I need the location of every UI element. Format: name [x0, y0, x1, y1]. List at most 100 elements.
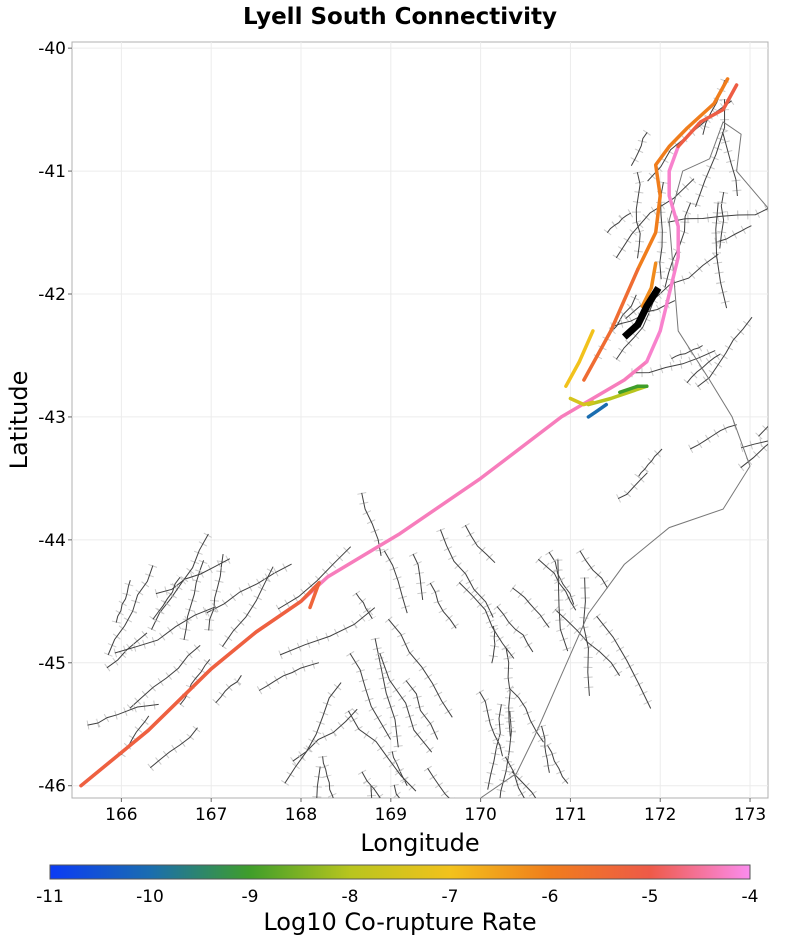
fault-trace: [87, 703, 159, 726]
colorbar-tick-label: -5: [642, 887, 659, 907]
fault-trace: [149, 727, 198, 769]
fault-trace: [361, 771, 381, 798]
y-axis-ticks: -40 -41 -42 -43 -44 -45 -46: [38, 39, 72, 797]
fault-trace: [496, 606, 534, 653]
fault-trace: [279, 607, 376, 656]
fault-trace: [505, 647, 511, 737]
fault-trace: [617, 472, 648, 500]
fault-trace: [579, 550, 609, 589]
y-axis-label: Latitude: [5, 371, 33, 470]
fault-trace: [631, 350, 716, 374]
plot-area: [71, 41, 769, 799]
fault-trace: [258, 662, 320, 691]
fault-trace: [740, 440, 768, 449]
fault-trace: [635, 172, 641, 259]
fault-trace: [671, 345, 703, 360]
fault-section: [79, 581, 321, 788]
x-tick-label: 169: [375, 805, 407, 825]
colorbar-tick-label: -7: [442, 887, 459, 907]
colorbar-tick-label: -10: [136, 887, 164, 907]
fault-trace: [292, 708, 358, 762]
fault-trace: [115, 580, 131, 623]
x-axis-label: Longitude: [360, 829, 479, 857]
coastline: [480, 121, 768, 798]
fault-trace: [537, 558, 577, 611]
y-tick-label: -40: [38, 39, 66, 59]
fault-trace: [183, 560, 205, 640]
fault-trace: [689, 424, 737, 450]
fault-trace: [637, 448, 663, 478]
colorbar-tick-label: -4: [742, 887, 759, 907]
colorbar-tick-label: -8: [342, 887, 359, 907]
fault-trace: [630, 132, 648, 167]
chart-title: Lyell South Connectivity: [243, 4, 557, 30]
y-tick-label: -43: [38, 408, 66, 428]
colorbar-label: Log10 Co-rupture Rate: [263, 908, 536, 936]
fault-trace: [107, 565, 154, 656]
fault-trace: [379, 653, 433, 753]
grid-lines: [72, 42, 768, 798]
fault-trace: [458, 582, 515, 659]
fault-trace: [722, 131, 738, 197]
fault-trace: [388, 618, 453, 718]
fault-trace: [504, 756, 525, 798]
fault-trace: [582, 577, 590, 696]
colorbar-ticks: -11 -10 -9 -8 -7 -6 -5 -4: [36, 887, 758, 907]
fault-trace: [509, 688, 544, 743]
source-fault-trace: [621, 286, 662, 340]
fault-trace: [427, 767, 450, 798]
fault-trace: [491, 625, 496, 664]
fault-trace: [383, 550, 408, 614]
fault-trace: [697, 316, 753, 387]
colorbar-tick-label: -6: [542, 887, 559, 907]
fault-trace: [114, 606, 216, 654]
fault-trace: [554, 609, 621, 676]
fault-trace: [206, 563, 292, 614]
fault-trace: [686, 353, 721, 384]
fault-trace: [596, 615, 652, 709]
x-axis-ticks: 166 167 168 169 170 171 172 173: [105, 798, 766, 825]
fault-trace: [429, 582, 457, 629]
fault-trace: [155, 558, 231, 595]
fault-section: [586, 384, 649, 407]
fault-trace: [719, 192, 725, 249]
fault-trace: [511, 771, 537, 798]
fault-trace: [284, 682, 342, 784]
fault-trace: [479, 691, 503, 757]
fault-trace: [439, 529, 494, 618]
x-tick-label: 167: [195, 805, 227, 825]
fault-trace: [179, 659, 211, 705]
fault-trace: [347, 710, 417, 792]
fault-trace: [355, 592, 373, 619]
fault-trace: [606, 212, 632, 234]
x-tick-label: 173: [734, 805, 766, 825]
fault-section: [618, 384, 649, 395]
x-tick-label: 172: [644, 805, 676, 825]
fault-section: [564, 329, 595, 388]
fault-trace: [393, 784, 401, 798]
fault-trace: [405, 680, 439, 740]
fault-trace: [715, 202, 728, 309]
y-tick-label: -45: [38, 654, 66, 674]
y-tick-label: -44: [38, 531, 66, 551]
x-tick-label: 170: [464, 805, 496, 825]
y-tick-label: -42: [38, 285, 66, 305]
fault-trace: [129, 645, 201, 709]
fault-trace: [715, 225, 752, 243]
fault-section: [586, 402, 609, 419]
y-tick-label: -46: [38, 777, 66, 797]
fault-trace: [151, 533, 209, 630]
x-tick-label: 166: [105, 805, 137, 825]
colorbar: [49, 864, 751, 880]
fault-trace: [541, 725, 550, 773]
fault-trace: [412, 553, 424, 600]
fault-trace: [370, 785, 373, 798]
fault-trace: [322, 756, 334, 798]
fault-trace: [277, 546, 352, 610]
colorbar-tick-label: -9: [242, 887, 259, 907]
y-tick-label: -41: [38, 162, 66, 182]
x-tick-label: 171: [554, 805, 586, 825]
fault-trace: [546, 744, 569, 784]
fault-trace: [152, 577, 181, 620]
